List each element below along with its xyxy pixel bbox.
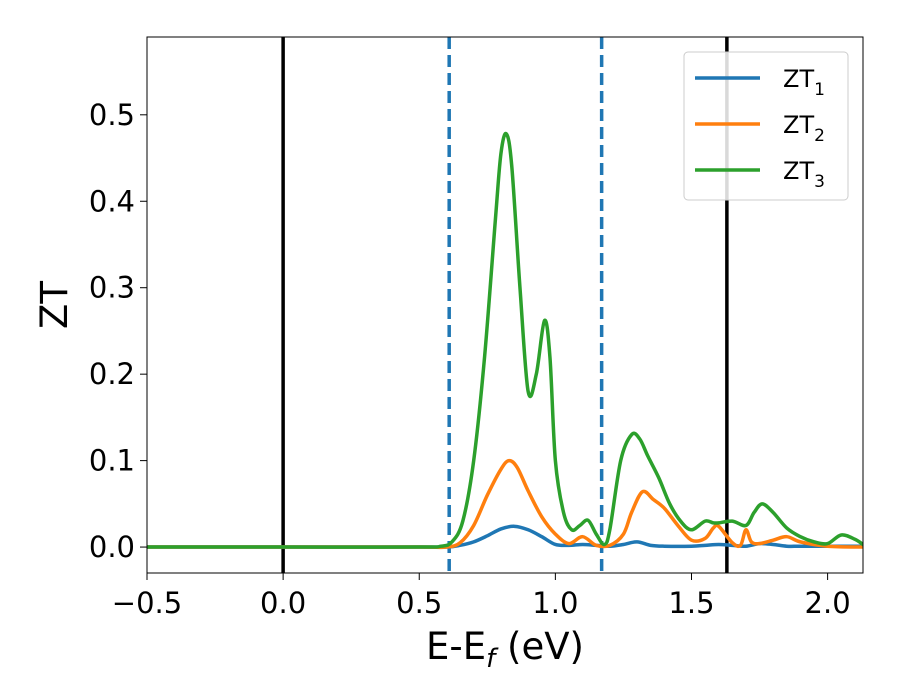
legend: ZT1 ZT2 ZT3 xyxy=(683,51,849,201)
x-tick-label: 0.0 xyxy=(260,586,306,620)
plot-frame xyxy=(146,36,864,574)
x-axis-title: E-Ef (eV) xyxy=(426,625,584,674)
y-tick-label: 0.2 xyxy=(89,357,135,391)
legend-label-zt2: ZT2 xyxy=(783,111,825,146)
x-tick-label: 1.0 xyxy=(532,586,578,620)
legend-label-zt1: ZT1 xyxy=(783,65,825,100)
series-line-zt2 xyxy=(147,458,863,550)
y-axis: 0.0 0.1 0.2 0.3 0.4 0.5 xyxy=(89,98,147,564)
y-axis-title: ZT xyxy=(33,281,76,329)
x-tick-label: −0.5 xyxy=(112,586,182,620)
y-tick-label: 0.1 xyxy=(89,444,135,478)
legend-box xyxy=(683,51,849,201)
x-tick-label: 2.0 xyxy=(805,586,851,620)
legend-label-zt3: ZT3 xyxy=(783,157,825,192)
x-tick-label: 0.5 xyxy=(396,586,442,620)
y-tick-label: 0.3 xyxy=(89,271,135,305)
y-tick-label: 0.5 xyxy=(89,98,135,132)
x-tick-label: 1.5 xyxy=(668,586,714,620)
x-axis: −0.5 0.0 0.5 1.0 1.5 2.0 xyxy=(112,573,851,620)
y-tick-label: 0.0 xyxy=(89,530,135,564)
y-tick-label: 0.4 xyxy=(89,184,135,218)
series-lines xyxy=(147,131,863,550)
series-line-zt3 xyxy=(147,131,863,549)
